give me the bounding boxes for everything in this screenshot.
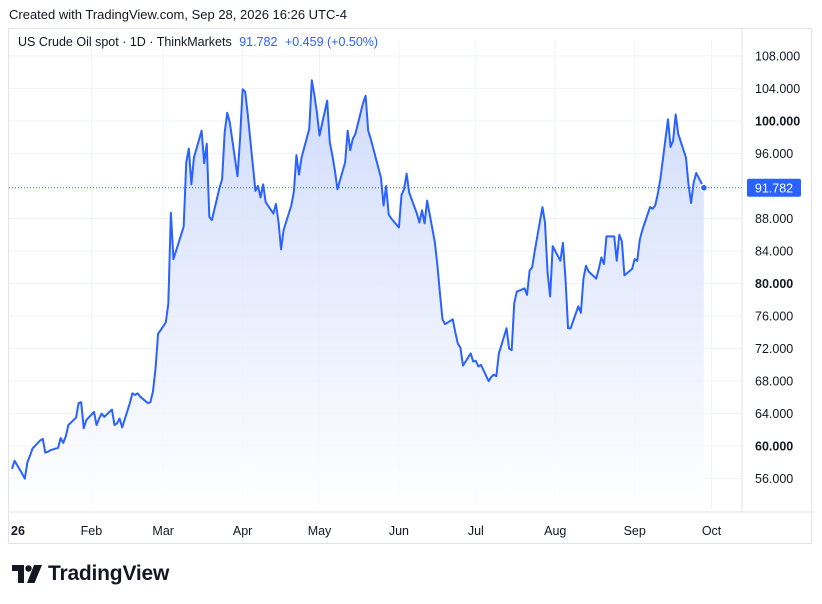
time-axis[interactable]: 26 Feb Mar Apr May Jun Jul Aug Sep Oct (9, 511, 811, 538)
price-tick-label: 104.000 (755, 82, 800, 96)
time-tick-label: Oct (702, 524, 722, 538)
time-tick-label: Jul (468, 524, 484, 538)
price-tick-label: 80.000 (755, 277, 793, 291)
price-tick-label: 100.000 (755, 114, 800, 128)
price-tick-label: 56.000 (755, 472, 793, 486)
time-tick-label: May (308, 524, 332, 538)
last-price-badge: 91.782 (747, 178, 801, 197)
tradingview-wordmark: TradingView (48, 562, 170, 585)
time-tick-label: Aug (544, 524, 566, 538)
price-tick-label: 72.000 (755, 342, 793, 356)
price-tick-label: 96.000 (755, 147, 793, 161)
symbol-title: US Crude Oil spot · 1D · ThinkMarkets (18, 35, 232, 49)
last-price-value: 91.782 (239, 35, 278, 49)
price-axis[interactable]: 56.000 60.000 64.000 68.000 72.000 76.000 80.0… (741, 28, 800, 512)
time-tick-label: Mar (152, 524, 174, 538)
price-tick-label: 88.000 (755, 212, 793, 226)
price-change-value: +0.459 (+0.50%) (284, 35, 379, 49)
price-tick-label: 108.000 (755, 49, 800, 63)
price-tick-label: 76.000 (755, 310, 793, 324)
time-tick-label: Jun (389, 524, 409, 538)
last-price-badge-label: 91.782 (755, 181, 793, 195)
tradingview-logo-icon (12, 565, 42, 583)
time-tick-label: Apr (233, 524, 252, 538)
price-tick-label: 84.000 (755, 245, 793, 259)
symbol-legend: US Crude Oil spot · 1D · ThinkMarkets 91… (18, 35, 378, 49)
time-tick-label: Sep (624, 524, 646, 538)
price-tick-label: 60.000 (755, 440, 793, 454)
time-tick-label: 26 (11, 524, 25, 538)
price-tick-label: 64.000 (755, 407, 793, 421)
price-line (11, 79, 705, 480)
last-price-dot (699, 183, 709, 193)
last-price-badge-bg (747, 178, 801, 197)
price-area-fill (12, 80, 704, 510)
time-tick-label: Feb (81, 524, 103, 538)
tradingview-logo[interactable]: TradingView (12, 562, 169, 586)
price-tick-label: 68.000 (755, 375, 793, 389)
created-with-caption: Created with TradingView.com, Sep 28, 20… (9, 7, 347, 22)
